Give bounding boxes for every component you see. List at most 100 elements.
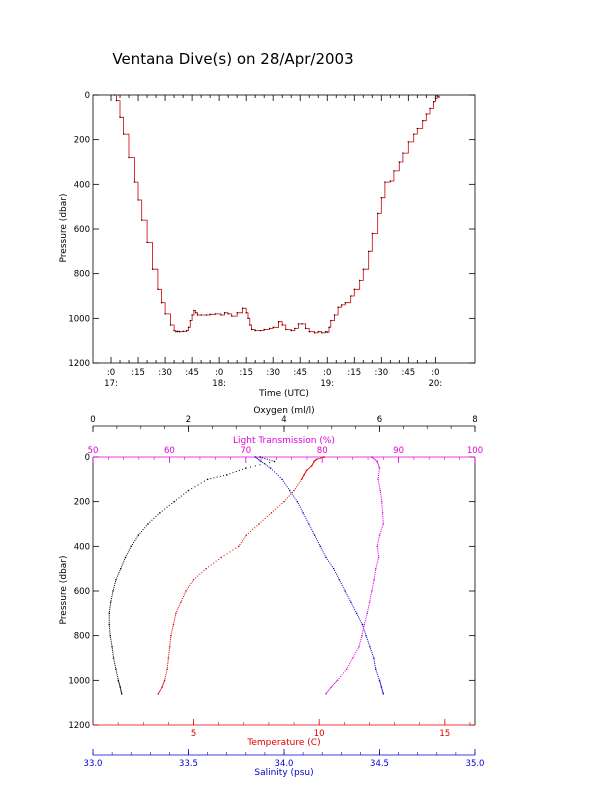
temperature-point	[266, 516, 268, 518]
salinity-point	[366, 637, 368, 639]
light_transmission-point	[377, 463, 379, 465]
light_transmission-point	[377, 476, 379, 478]
temperature-point	[256, 525, 258, 527]
dive-track-point	[326, 331, 328, 333]
oxygen-point	[117, 677, 119, 679]
profile-y-tick-label: 800	[74, 632, 90, 642]
temperature-point	[293, 489, 295, 492]
light_transmission-point	[382, 521, 384, 523]
dive-track-point	[114, 94, 116, 96]
salinity-point	[379, 683, 381, 685]
oxygen-point	[117, 676, 119, 678]
dive-track-point	[359, 279, 361, 281]
oxygen-point	[109, 633, 111, 635]
temperature-point	[162, 684, 164, 686]
salinity-point	[305, 517, 307, 519]
oxygen-point	[133, 542, 135, 544]
salinity-point	[381, 689, 383, 691]
light_transmission-point	[329, 687, 331, 689]
salinity-point	[378, 679, 381, 682]
temperature-point	[168, 653, 170, 655]
light_transmission-point	[327, 691, 329, 692]
oxygen-point	[119, 685, 121, 687]
dive-track-point	[245, 312, 247, 314]
dive-track-point	[377, 212, 379, 214]
salinity-point	[354, 609, 356, 611]
light_transmission-point	[377, 553, 379, 555]
oxygen-point	[112, 590, 114, 592]
light_transmission-point	[379, 489, 381, 492]
oxygen-point	[130, 545, 132, 548]
light_transmission-point	[368, 605, 370, 607]
light_transmission-point	[366, 612, 368, 615]
dive-track-point	[290, 330, 292, 332]
light_transmission-point	[382, 525, 384, 527]
oxygen-point	[110, 638, 112, 640]
temperature-point	[318, 457, 320, 459]
temperature-point	[199, 573, 201, 575]
oxygen-point	[118, 680, 120, 682]
temperature-point	[160, 688, 162, 690]
temperature-point	[213, 562, 215, 564]
oxygen-point	[109, 605, 111, 607]
oxygen-point	[262, 457, 264, 459]
light_transmission-point	[381, 508, 383, 510]
light_transmission-point	[345, 668, 348, 670]
temperature-point	[173, 620, 175, 622]
oxygen-point	[153, 517, 155, 519]
temperature-point	[226, 553, 228, 555]
temperature-point	[285, 499, 287, 501]
dive-track-point	[195, 312, 197, 314]
temperature-point	[191, 581, 193, 583]
oxygen-point	[187, 489, 190, 492]
salinity-point	[350, 601, 352, 603]
oxygen-point	[171, 503, 173, 505]
light_transmission-point	[377, 540, 379, 542]
light_transmission-point	[361, 633, 363, 635]
light_transmission-point	[376, 460, 378, 463]
dive-track-point	[425, 113, 427, 115]
salinity-point	[317, 542, 319, 544]
salinity-point	[311, 529, 313, 531]
light_transmission-point	[376, 562, 378, 564]
oxygen-point	[116, 674, 118, 676]
dive-track-line	[114, 94, 440, 334]
salinity-point	[376, 672, 378, 674]
dive-track-point	[337, 306, 339, 308]
light_transmission-point	[380, 497, 382, 499]
oxygen-point	[144, 527, 146, 529]
dive-track-point	[294, 327, 296, 329]
dive-track-point	[209, 313, 211, 315]
dive-y-tick-label: 0	[85, 91, 90, 101]
salinity-point	[377, 674, 379, 676]
temperature-point	[303, 475, 305, 477]
salinity-point	[373, 657, 375, 659]
temperature-point	[296, 486, 298, 488]
temperature-point	[312, 463, 314, 465]
salinity-point	[269, 467, 272, 469]
salinity-point	[344, 590, 346, 592]
oxygen-point	[110, 642, 112, 644]
dive-track-point	[220, 314, 222, 316]
temperature-point	[304, 473, 306, 475]
light_transmission-point	[380, 493, 382, 495]
light_transmission-point	[380, 495, 382, 497]
salinity-point	[382, 692, 384, 694]
dive-track-point	[191, 314, 193, 316]
dive-track-point	[305, 327, 307, 329]
salinity-point	[368, 644, 370, 646]
salinity-point	[310, 527, 312, 529]
dive-track-point	[324, 331, 327, 333]
salinity-point	[313, 534, 316, 536]
temperature-point	[302, 476, 304, 478]
oxygen-point	[136, 536, 138, 538]
light_transmission-point	[352, 657, 354, 659]
light_transmission-point	[370, 596, 372, 598]
light_transmission-point	[378, 467, 381, 469]
temperature-point	[310, 466, 312, 468]
salinity-point	[372, 655, 374, 657]
dive-track-point	[123, 133, 125, 135]
light_transmission-point	[349, 663, 351, 665]
dive-y-tick-label: 600	[74, 225, 90, 235]
oxygen-point	[264, 457, 266, 459]
